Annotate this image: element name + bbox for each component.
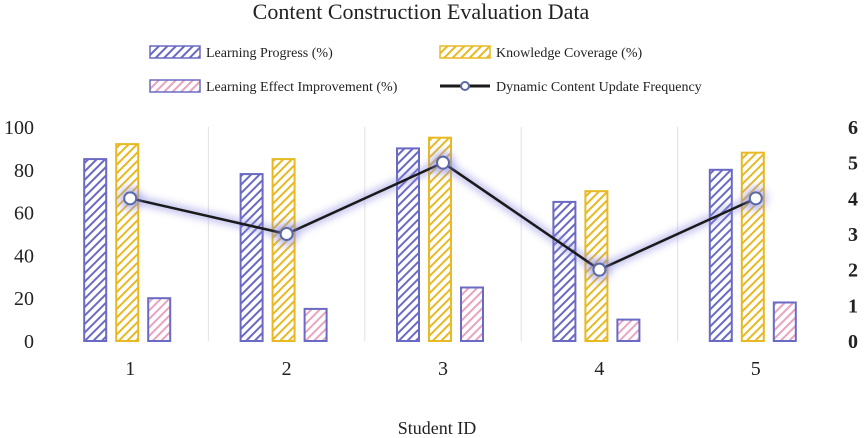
y-left-tick: 0	[24, 331, 34, 353]
bar-series3-4	[616, 318, 641, 343]
bar-series1-3	[396, 147, 420, 342]
line-point-2	[279, 227, 294, 241]
legend: Learning Progress (%) Knowledge Coverage …	[149, 45, 702, 95]
chart-title: Content Construction Evaluation Data	[253, 0, 590, 24]
line-point-4	[592, 262, 607, 277]
y-left-tick: 20	[14, 288, 34, 310]
y-axis-right: 0 1 2 3 4 5 6	[848, 117, 858, 353]
bar-series3-3	[460, 286, 484, 342]
bar-series1-2	[239, 173, 264, 342]
y-right-tick: 2	[848, 260, 858, 282]
y-right-tick: 0	[848, 331, 858, 353]
legend-item-2: Knowledge Coverage (%)	[439, 45, 643, 61]
y-right-tick: 6	[848, 117, 858, 139]
x-tick-3: 3	[438, 358, 448, 380]
y-right-tick: 5	[848, 153, 858, 175]
y-axis-left: 0 20 40 60 80 100	[4, 117, 34, 353]
y-left-tick: 40	[14, 245, 34, 267]
legend-label: Learning Progress (%)	[206, 46, 333, 61]
legend-swatch	[439, 45, 491, 59]
x-tick-2: 2	[282, 358, 292, 380]
legend-label: Dynamic Content Update Frequency	[496, 80, 702, 95]
legend-label: Learning Effect Improvement (%)	[206, 80, 398, 95]
bar-series2-3	[428, 136, 452, 342]
y-left-tick: 100	[4, 117, 34, 139]
legend-swatch	[149, 79, 201, 93]
x-tick-4: 4	[594, 358, 604, 380]
bar-series3-2	[303, 307, 328, 342]
y-right-tick: 1	[848, 295, 858, 317]
legend-label: Knowledge Coverage (%)	[496, 46, 643, 61]
bar-series1-5	[708, 168, 733, 342]
y-right-tick: 3	[848, 224, 858, 246]
line-series	[118, 150, 768, 282]
x-tick-1: 1	[125, 358, 135, 380]
bar-series2-2	[271, 158, 296, 342]
bar-series2-1	[115, 143, 140, 342]
line-point-1	[123, 191, 138, 206]
line-point-3	[436, 155, 450, 170]
bar-series2-5	[740, 151, 765, 342]
legend-item-1: Learning Progress (%)	[149, 45, 333, 61]
bar-series3-5	[772, 301, 797, 343]
y-left-tick: 60	[14, 203, 34, 225]
legend-marker	[460, 81, 470, 91]
y-left-tick: 80	[14, 160, 34, 182]
line-point-5	[748, 191, 763, 206]
legend-item-3: Learning Effect Improvement (%)	[149, 79, 398, 95]
x-axis-label: Student ID	[398, 418, 477, 438]
x-tick-5: 5	[751, 358, 761, 380]
y-right-tick: 4	[848, 188, 858, 210]
x-axis: 1 2 3 4 5	[125, 358, 761, 380]
legend-item-4: Dynamic Content Update Frequency	[440, 80, 702, 95]
bar-series1-4	[552, 200, 577, 342]
legend-swatch	[149, 45, 201, 59]
bar-series1-1	[83, 158, 108, 342]
bar-series3-1	[147, 297, 172, 343]
